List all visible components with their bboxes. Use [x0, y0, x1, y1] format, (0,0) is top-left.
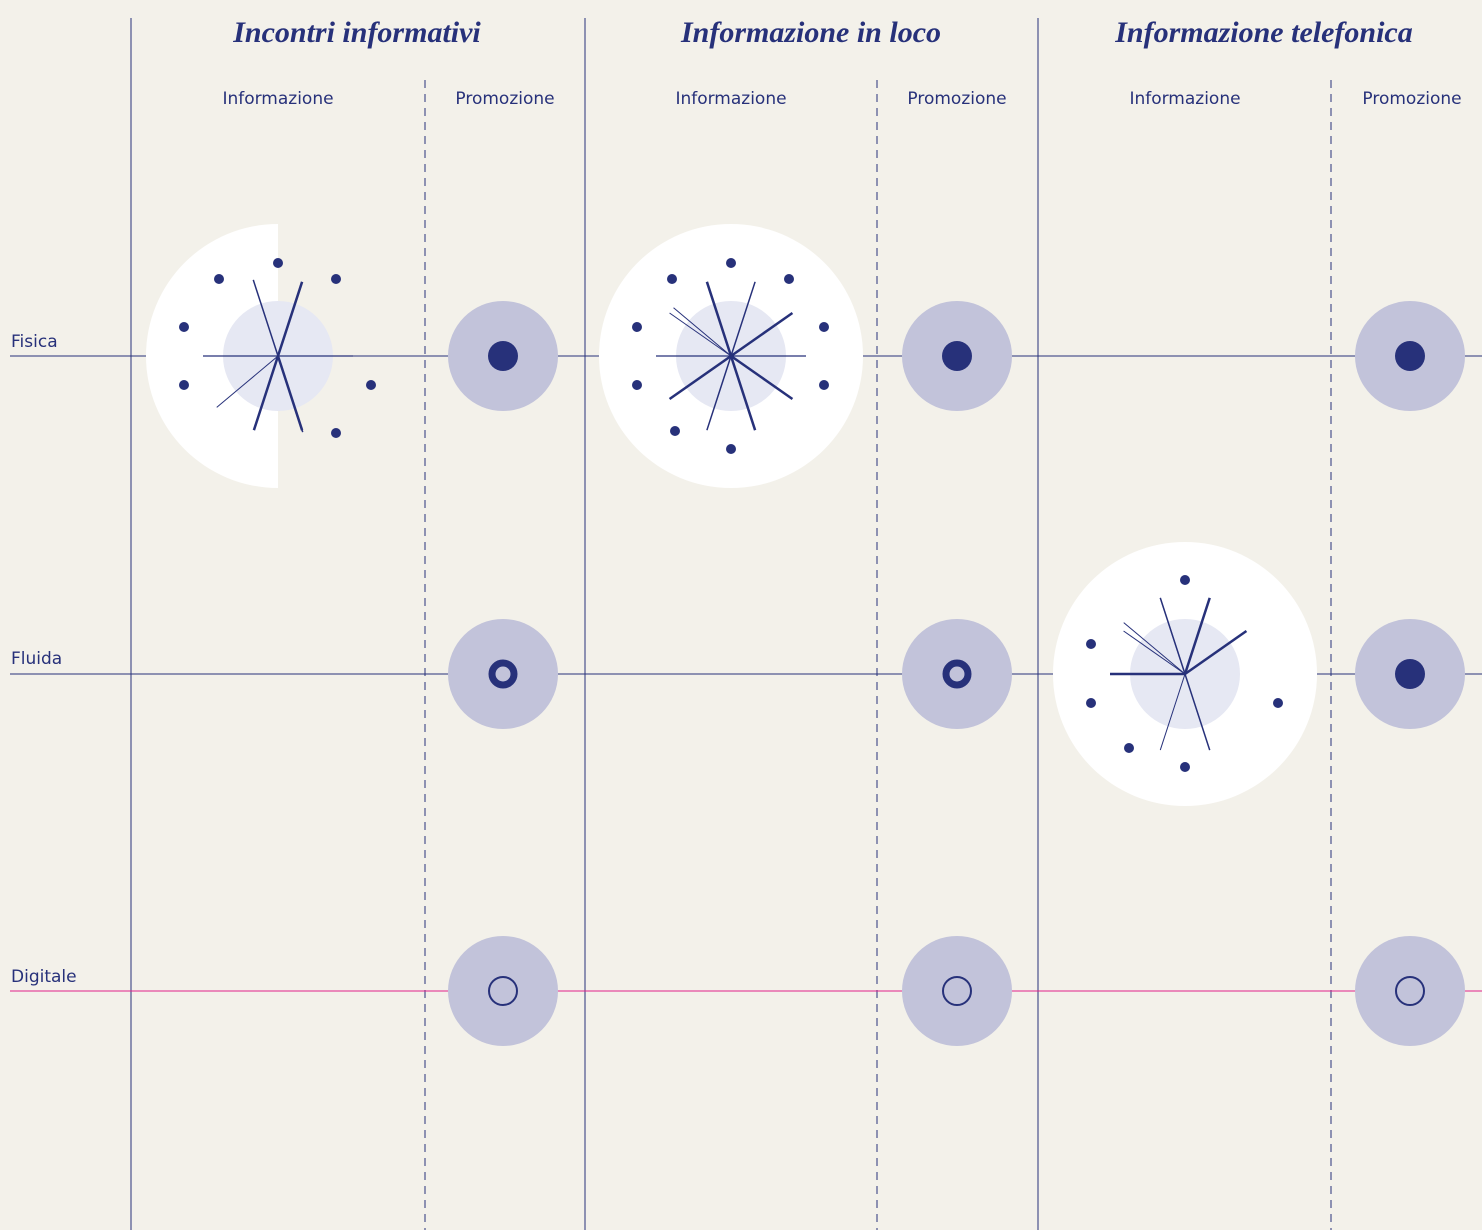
- dot-ring: [946, 663, 968, 685]
- sub-header: Informazione: [675, 89, 786, 109]
- column-title: Informazione in loco: [680, 16, 941, 49]
- glyph-dot: [1273, 698, 1283, 708]
- dot-full: [942, 341, 972, 371]
- sub-header: Promozione: [907, 89, 1006, 109]
- glyph-dot: [819, 322, 829, 332]
- dot-ring: [492, 663, 514, 685]
- glyph-dot: [1124, 743, 1134, 753]
- glyph-dot: [366, 380, 376, 390]
- glyph-dot: [726, 258, 736, 268]
- glyph-dot: [726, 444, 736, 454]
- glyph-dot: [1180, 762, 1190, 772]
- sub-header: Promozione: [455, 89, 554, 109]
- promo-circle: [1355, 936, 1465, 1046]
- column-title: Incontri informativi: [232, 16, 481, 49]
- dot-full: [488, 341, 518, 371]
- glyph-dot: [1086, 639, 1096, 649]
- row-label: Fluida: [11, 649, 62, 669]
- promo-circle: [448, 936, 558, 1046]
- glyph-dot: [1086, 698, 1096, 708]
- sub-header: Informazione: [222, 89, 333, 109]
- glyph-dot: [1180, 575, 1190, 585]
- sub-header: Promozione: [1362, 89, 1461, 109]
- glyph-dot: [670, 426, 680, 436]
- glyph-dot: [632, 380, 642, 390]
- dot-full: [1395, 659, 1425, 689]
- glyph-dot: [331, 274, 341, 284]
- glyph-dot: [179, 380, 189, 390]
- glyph-dot: [331, 428, 341, 438]
- glyph-dot: [667, 274, 677, 284]
- sub-header: Informazione: [1129, 89, 1240, 109]
- glyph-dot: [819, 380, 829, 390]
- glyph-dot: [273, 258, 283, 268]
- row-label: Fisica: [11, 332, 58, 352]
- glyphs: [146, 224, 1465, 1046]
- promo-circle: [902, 936, 1012, 1046]
- dot-full: [1395, 341, 1425, 371]
- column-title: Informazione telefonica: [1114, 16, 1413, 49]
- diagram: Incontri informativi Informazione in loc…: [0, 0, 1482, 1230]
- glyph-dot: [214, 274, 224, 284]
- glyph-dot: [632, 322, 642, 332]
- glyph-dot: [784, 274, 794, 284]
- glyph-dot: [179, 322, 189, 332]
- row-label: Digitale: [11, 967, 77, 987]
